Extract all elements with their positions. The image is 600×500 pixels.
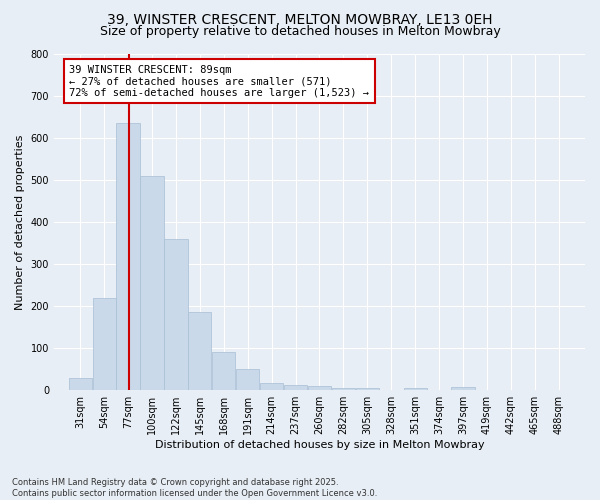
Bar <box>140 176 164 390</box>
Bar <box>116 124 140 390</box>
Bar <box>188 312 211 390</box>
Bar <box>451 387 475 390</box>
Text: Size of property relative to detached houses in Melton Mowbray: Size of property relative to detached ho… <box>100 25 500 38</box>
Bar <box>284 384 307 390</box>
Text: 39, WINSTER CRESCENT, MELTON MOWBRAY, LE13 0EH: 39, WINSTER CRESCENT, MELTON MOWBRAY, LE… <box>107 12 493 26</box>
Bar <box>236 369 259 390</box>
Bar <box>404 388 427 390</box>
Bar <box>260 382 283 390</box>
Bar <box>164 239 188 390</box>
Bar <box>68 378 92 390</box>
Y-axis label: Number of detached properties: Number of detached properties <box>15 134 25 310</box>
Bar <box>92 298 116 390</box>
Bar <box>332 388 355 390</box>
Bar <box>212 352 235 390</box>
Bar <box>308 386 331 390</box>
Bar <box>356 388 379 390</box>
X-axis label: Distribution of detached houses by size in Melton Mowbray: Distribution of detached houses by size … <box>155 440 484 450</box>
Text: Contains HM Land Registry data © Crown copyright and database right 2025.
Contai: Contains HM Land Registry data © Crown c… <box>12 478 377 498</box>
Text: 39 WINSTER CRESCENT: 89sqm
← 27% of detached houses are smaller (571)
72% of sem: 39 WINSTER CRESCENT: 89sqm ← 27% of deta… <box>70 64 370 98</box>
